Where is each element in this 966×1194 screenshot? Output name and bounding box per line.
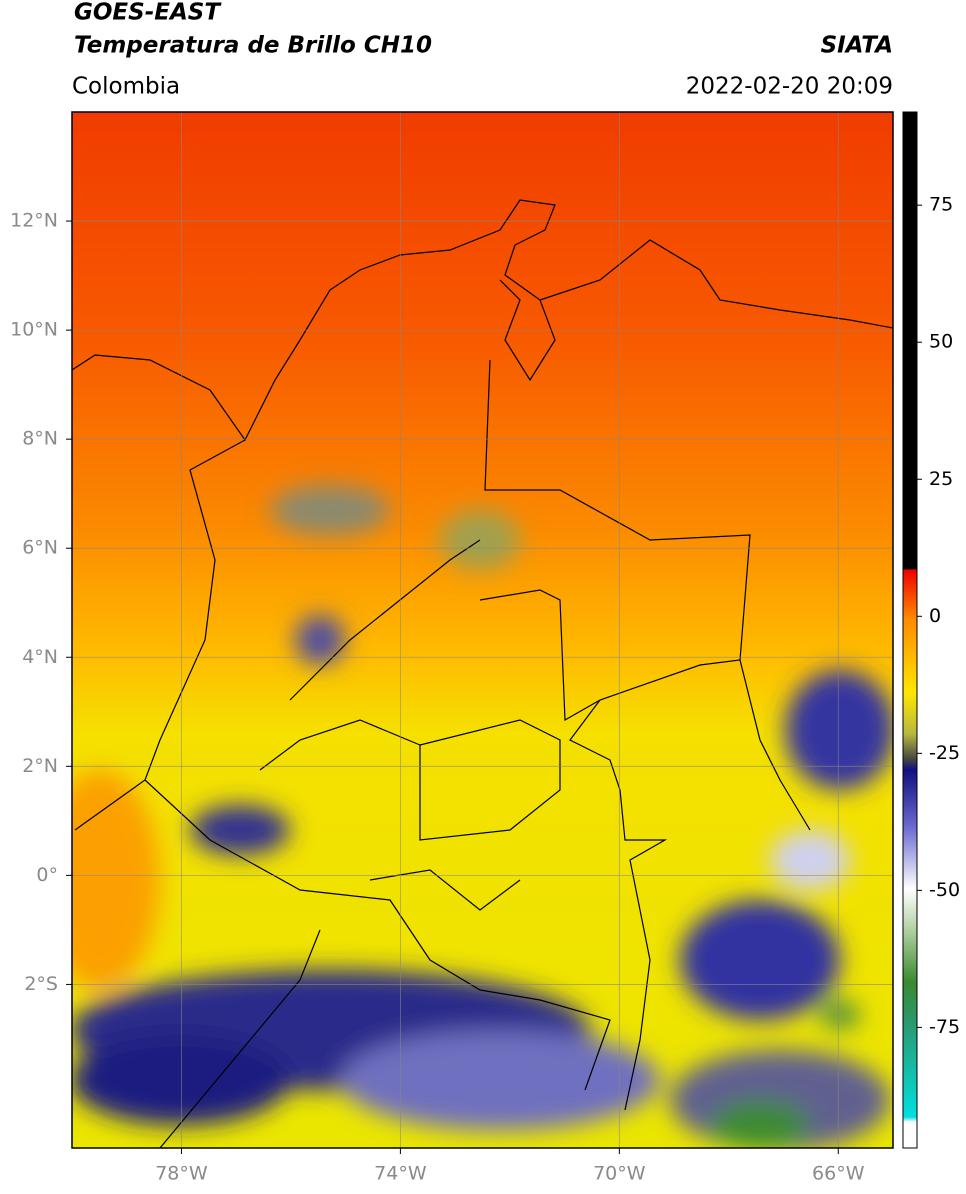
lon-tick-label: 74°W	[374, 1163, 427, 1185]
imagery	[72, 112, 893, 1148]
lat-tick-label: 0°	[36, 864, 58, 886]
map-frame	[71, 111, 894, 1149]
lat-tick-label: 8°N	[22, 428, 58, 450]
lat-tick-label: 2°N	[22, 755, 58, 777]
lat-tick-label: 6°N	[22, 537, 58, 559]
datetime: 2022-02-20 20:09	[686, 74, 893, 100]
source: SIATA	[821, 33, 893, 59]
title: GOES-EAST	[74, 0, 222, 26]
borders	[72, 199, 893, 1148]
subtitle: Temperatura de Brillo CH10	[74, 33, 432, 59]
colorbar-tick-label: -50	[929, 879, 960, 901]
lat-tick-label: 2°S	[24, 973, 58, 995]
colorbar-tick-label: 0	[929, 605, 941, 627]
colorbar-tick-label: 75	[929, 194, 953, 216]
lat-tick-label: 10°N	[10, 319, 58, 341]
lon-tick-label: 70°W	[593, 1163, 646, 1185]
colorbar-tick-label: -25	[929, 742, 960, 764]
lon-tick-label: 78°W	[155, 1163, 208, 1185]
lon-tick-label: 66°W	[812, 1163, 865, 1185]
graticule	[66, 112, 893, 1154]
lat-tick-label: 12°N	[10, 210, 58, 232]
colorbar-tick-label: 25	[929, 468, 953, 490]
colorbar-tick-label: -75	[929, 1016, 960, 1038]
cloud-field	[72, 485, 893, 1148]
colorbar-tick-label: 50	[929, 331, 953, 353]
colorbar	[902, 111, 918, 1149]
lat-tick-label: 4°N	[22, 646, 58, 668]
region: Colombia	[72, 74, 180, 100]
